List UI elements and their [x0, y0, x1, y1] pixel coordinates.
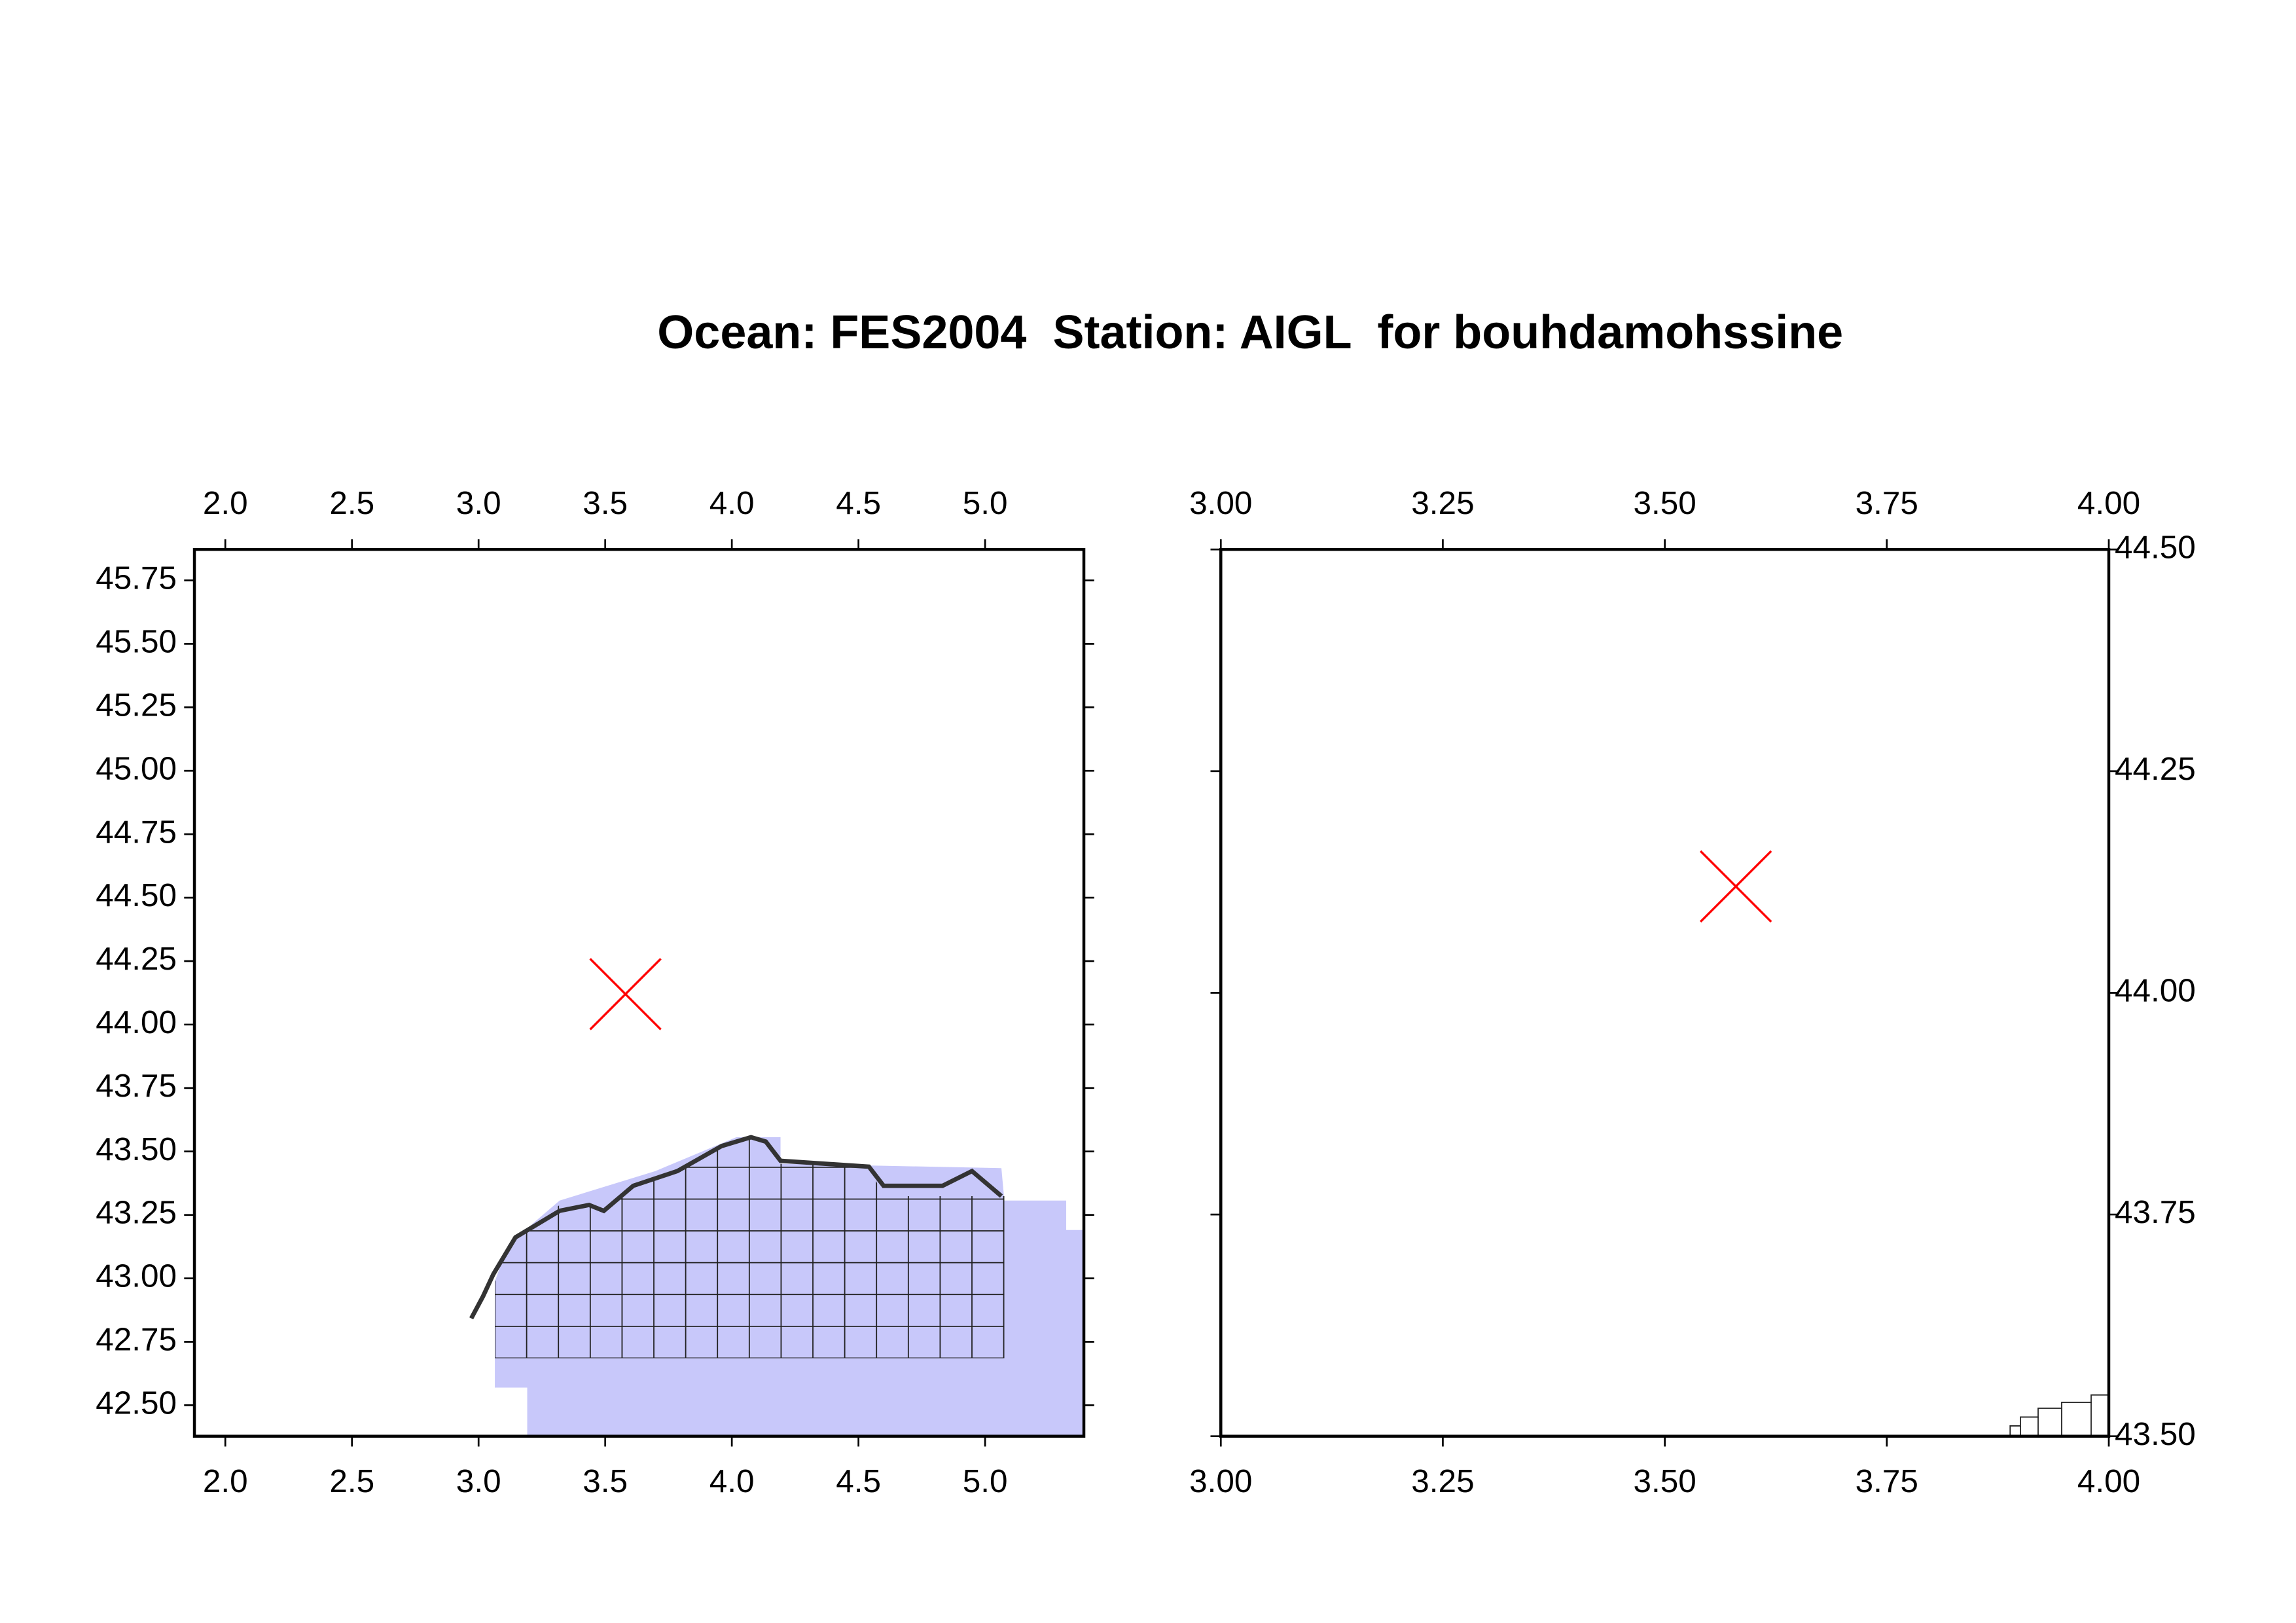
y-tick-label: 42.50 — [96, 1385, 177, 1421]
y-tick-label: 44.00 — [2115, 973, 2196, 1009]
y-tick-label: 45.00 — [96, 750, 177, 786]
x-tick-label: 4.5 — [836, 1463, 881, 1499]
y-tick-label: 44.00 — [96, 1004, 177, 1040]
x-tick-label: 3.75 — [1856, 1463, 1918, 1499]
x-tick-label: 3.75 — [1856, 485, 1918, 521]
plot-frame — [192, 547, 1086, 1438]
y-tick-label: 44.25 — [96, 941, 177, 977]
x-tick-label: 5.0 — [963, 485, 1008, 521]
y-tick-label: 45.25 — [96, 687, 177, 723]
station-marker — [1699, 850, 1772, 923]
y-tick-label: 43.75 — [2115, 1194, 2196, 1230]
y-tick-label: 43.25 — [96, 1195, 177, 1231]
x-tick-label: 2.5 — [329, 485, 374, 521]
x-tick-label: 3.0 — [456, 485, 501, 521]
x-tick-label: 3.25 — [1411, 1463, 1474, 1499]
y-tick-label: 45.75 — [96, 560, 177, 596]
x-tick-label: 2.0 — [203, 485, 248, 521]
x-tick-label: 4.0 — [709, 1463, 755, 1499]
y-tick-label: 43.50 — [96, 1131, 177, 1167]
mesh — [469, 1135, 1085, 1436]
mesh-edge — [2009, 1394, 2109, 1436]
x-tick-label: 4.00 — [2077, 1463, 2140, 1499]
coastline — [469, 1135, 1003, 1320]
y-tick-label: 44.75 — [96, 814, 177, 850]
station-marker — [589, 958, 662, 1030]
marker-stroke — [589, 958, 662, 1030]
y-tick-label: 43.75 — [96, 1068, 177, 1104]
chart-title: Ocean: FES2004 Station: AIGL for bouhdam… — [657, 306, 1843, 359]
x-tick-label: 4.0 — [709, 485, 755, 521]
y-tick-label: 45.50 — [96, 624, 177, 660]
x-tick-label: 3.00 — [1189, 1463, 1252, 1499]
y-tick-label: 43.50 — [2115, 1416, 2196, 1452]
x-tick-label: 3.0 — [456, 1463, 501, 1499]
y-tick-label: 43.00 — [96, 1258, 177, 1294]
x-tick-label: 4.00 — [2077, 485, 2140, 521]
y-tick-label: 44.25 — [2115, 751, 2196, 787]
x-tick-label: 3.50 — [1633, 1463, 1696, 1499]
x-tick-label: 2.0 — [203, 1463, 248, 1499]
x-tick-label: 3.5 — [583, 485, 628, 521]
x-tick-label: 3.00 — [1189, 485, 1252, 521]
ocean-region — [495, 1137, 1085, 1436]
y-tick-label: 42.75 — [96, 1322, 177, 1358]
y-tick-label: 44.50 — [96, 877, 177, 913]
x-tick-label: 5.0 — [963, 1463, 1008, 1499]
plot-frame — [1219, 547, 2111, 1438]
mesh-corner — [2009, 1394, 2109, 1436]
x-tick-label: 3.50 — [1633, 485, 1696, 521]
mesh-cells — [2020, 1402, 2092, 1436]
x-tick-label: 3.5 — [583, 1463, 628, 1499]
marker-stroke — [1699, 850, 1772, 923]
x-tick-label: 4.5 — [836, 485, 881, 521]
x-tick-label: 3.25 — [1411, 485, 1474, 521]
y-tick-label: 44.50 — [2115, 529, 2196, 565]
x-tick-label: 2.5 — [329, 1463, 374, 1499]
